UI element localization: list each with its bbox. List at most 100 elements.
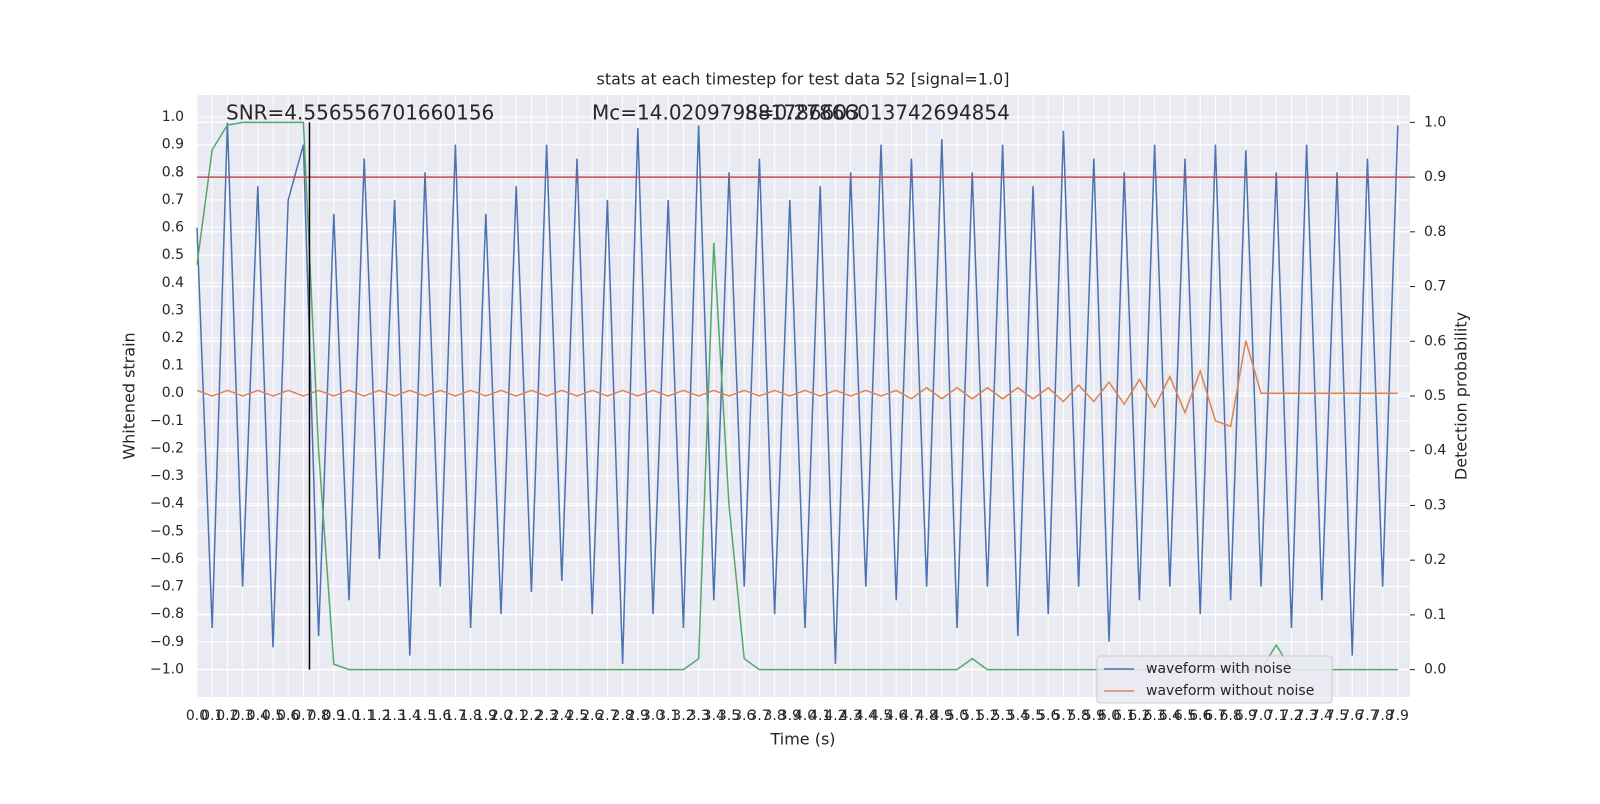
x-axis-label: Time (s) [769, 730, 835, 749]
x-tick-label: 1.1 [353, 708, 375, 724]
x-tick-label: 1.9 [475, 708, 497, 724]
x-tick-label: 5.2 [976, 708, 998, 724]
y-tick-label: −0.3 [150, 468, 184, 484]
y2-tick-label: 0.4 [1424, 443, 1446, 459]
y-tick-label: −0.8 [150, 606, 184, 622]
y2-tick-label: 0.3 [1424, 497, 1446, 513]
x-tick-label: 2.4 [551, 708, 573, 724]
y-tick-label: 0.3 [162, 302, 184, 318]
x-tick-label: 0.0 [186, 708, 208, 724]
x-tick-label: 6.5 [1174, 708, 1196, 724]
x-tick-label: 4.4 [855, 708, 877, 724]
y2-tick-label: 0.1 [1424, 607, 1446, 623]
x-tick-label: 6.1 [1113, 708, 1135, 724]
legend-label: waveform without noise [1146, 683, 1314, 699]
y-tick-label: 0.7 [162, 192, 184, 208]
x-tick-label: 3.3 [687, 708, 709, 724]
y2-tick-label: 0.9 [1424, 169, 1446, 185]
x-tick-label: 3.1 [657, 708, 679, 724]
x-tick-label: 4.1 [809, 708, 831, 724]
x-tick-label: 1.0 [338, 708, 360, 724]
x-tick-label: 3.4 [703, 708, 725, 724]
y-tick-label: −0.6 [150, 551, 184, 567]
x-tick-label: 2.0 [490, 708, 512, 724]
x-tick-label: 3.2 [672, 708, 694, 724]
x-tick-label: 5.6 [1037, 708, 1059, 724]
y-tick-label: 1.0 [162, 109, 184, 125]
x-tick-label: 0.5 [262, 708, 284, 724]
x-tick-label: 7.4 [1311, 708, 1333, 724]
x-tick-label: 3.5 [718, 708, 740, 724]
x-tick-label: 1.4 [399, 708, 421, 724]
x-tick-label: 0.7 [292, 708, 314, 724]
x-tick-label: 7.9 [1387, 708, 1409, 724]
y2-tick-label: 0.5 [1424, 388, 1446, 404]
x-tick-label: 7.7 [1356, 708, 1378, 724]
series-line [196, 340, 1398, 428]
legend-box [1096, 655, 1333, 704]
x-tick-label: 3.6 [733, 708, 755, 724]
x-tick-label: 5.7 [1052, 708, 1074, 724]
x-tick-label: 6.7 [1204, 708, 1226, 724]
x-tick-label: 0.4 [247, 708, 269, 724]
x-tick-label: 5.0 [946, 708, 968, 724]
y-axis-label: Whitened strain [120, 332, 139, 459]
x-tick-label: 2.8 [611, 708, 633, 724]
x-tick-label: 1.7 [444, 708, 466, 724]
x-tick-label: 4.2 [824, 708, 846, 724]
x-tick-label: 5.1 [961, 708, 983, 724]
y2-tick-label: 1.0 [1424, 114, 1446, 130]
x-tick-label: 7.6 [1341, 708, 1363, 724]
x-tick-label: 1.6 [429, 708, 451, 724]
y2-tick-label: 0.6 [1424, 333, 1446, 349]
legend-label: waveform with noise [1146, 661, 1291, 677]
y2-tick-label: 0.7 [1424, 279, 1446, 295]
x-tick-label: 4.7 [900, 708, 922, 724]
x-tick-label: 7.8 [1372, 708, 1394, 724]
x-tick-label: 7.0 [1250, 708, 1272, 724]
y-tick-label: −0.9 [150, 634, 184, 650]
y2-tick-label: 0.2 [1424, 552, 1446, 568]
x-tick-label: 1.8 [459, 708, 481, 724]
y-tick-label: −1.0 [150, 661, 184, 677]
x-tick-label: 6.9 [1235, 708, 1257, 724]
y-tick-label: 0.8 [162, 164, 184, 180]
x-tick-label: 4.5 [870, 708, 892, 724]
y-tick-label: 0.4 [162, 275, 184, 291]
x-tick-label: 1.2 [368, 708, 390, 724]
x-tick-label: 4.6 [885, 708, 907, 724]
x-tick-label: 6.8 [1220, 708, 1242, 724]
x-tick-label: 5.8 [1067, 708, 1089, 724]
annotation: SNR=4.556556701660156 [226, 101, 494, 125]
x-tick-label: 7.5 [1326, 708, 1348, 724]
x-tick-label: 4.8 [915, 708, 937, 724]
x-tick-label: 5.5 [1022, 708, 1044, 724]
x-tick-label: 0.6 [277, 708, 299, 724]
y-tick-label: −0.5 [150, 523, 184, 539]
x-tick-label: 6.2 [1128, 708, 1150, 724]
x-tick-label: 4.9 [931, 708, 953, 724]
x-tick-label: 0.2 [216, 708, 238, 724]
x-tick-label: 6.4 [1159, 708, 1181, 724]
x-tick-label: 3.9 [779, 708, 801, 724]
x-tick-label: 6.3 [1143, 708, 1165, 724]
y-tick-label: −0.1 [150, 413, 184, 429]
x-tick-label: 5.9 [1083, 708, 1105, 724]
x-tick-label: 3.8 [763, 708, 785, 724]
y-tick-label: −0.4 [150, 496, 184, 512]
y-tick-label: 0.6 [162, 220, 184, 236]
x-tick-label: 7.1 [1265, 708, 1287, 724]
x-tick-label: 7.2 [1280, 708, 1302, 724]
x-tick-label: 0.1 [201, 708, 223, 724]
x-tick-label: 6.6 [1189, 708, 1211, 724]
legend: waveform with noise waveform without nois… [1096, 655, 1333, 704]
x-tick-label: 2.7 [596, 708, 618, 724]
y-tick-label: 0.5 [162, 247, 184, 263]
x-tick-label: 1.3 [383, 708, 405, 724]
y-tick-label: 0.9 [162, 137, 184, 153]
x-tick-label: 2.3 [535, 708, 557, 724]
x-tick-label: 4.3 [839, 708, 861, 724]
x-tick-label: 0.9 [323, 708, 345, 724]
x-tick-label: 2.1 [505, 708, 527, 724]
